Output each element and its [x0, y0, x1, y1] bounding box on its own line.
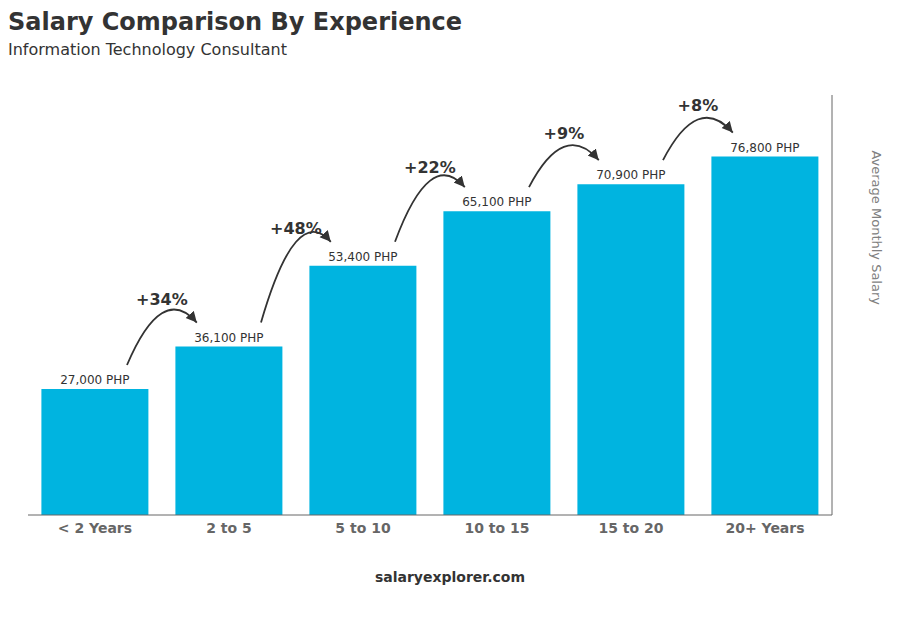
html-text:Salary Comparison By Experienc: Salary Comparison By Experience	[8, 8, 463, 36]
svg-text:Average Monthly Salary: Average Monthly Salary	[869, 150, 884, 305]
svg-text:< 2 Years: < 2 Years	[58, 520, 132, 536]
svg-text:70,900 PHP: 70,900 PHP	[596, 168, 665, 182]
svg-text:10 to 15: 10 to 15	[464, 520, 529, 536]
svg-text:+8%: +8%	[678, 96, 719, 115]
svg-text:53,400 PHP: 53,400 PHP	[328, 250, 397, 264]
svg-text:76,800 PHP: 76,800 PHP	[730, 141, 799, 155]
svg-text:36,100 PHP: 36,100 PHP	[194, 331, 263, 345]
svg-text:27,000 PHP: 27,000 PHP	[60, 373, 129, 387]
svg-text:15 to 20: 15 to 20	[598, 520, 663, 536]
svg-text:+9%: +9%	[544, 124, 585, 143]
svg-text:65,100 PHP: 65,100 PHP	[462, 195, 531, 209]
svg-text:+48%: +48%	[270, 219, 322, 238]
svg-text:2 to 5: 2 to 5	[206, 520, 252, 536]
svg-text:5 to 10: 5 to 10	[335, 520, 391, 536]
svg-text:20+ Years: 20+ Years	[725, 520, 804, 536]
svg-text:+34%: +34%	[136, 290, 188, 309]
svg-text:+22%: +22%	[404, 158, 456, 177]
html-text:Information Technology Consult: Information Technology Consultant	[8, 40, 287, 59]
html-text:salaryexplorer.com: salaryexplorer.com	[374, 569, 526, 585]
